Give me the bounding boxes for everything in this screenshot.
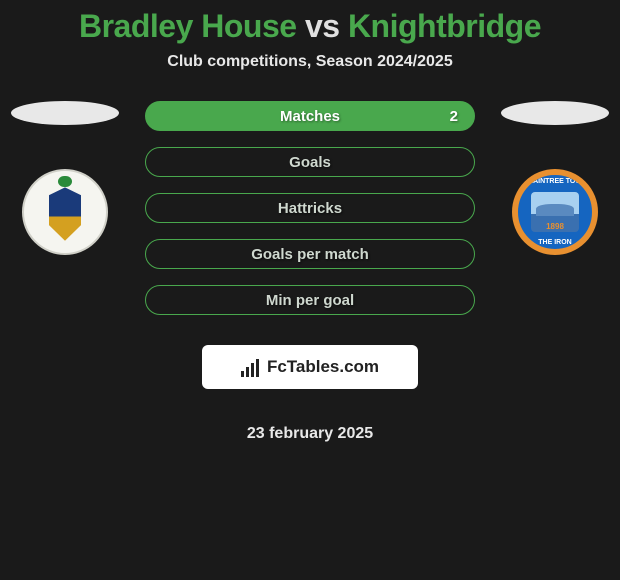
left-club-crest (22, 169, 108, 255)
crest-year: 1898 (518, 222, 592, 231)
stat-row-matches: Matches 2 (145, 101, 475, 131)
player1-name: Bradley House (79, 8, 297, 44)
crest-top-text: BRAINTREE TOWN (518, 178, 592, 185)
bar-chart-icon (241, 357, 261, 377)
stat-value: 2 (450, 108, 458, 125)
crest-bottom-text: THE IRON (518, 239, 592, 246)
stat-label: Goals per match (251, 246, 369, 263)
vs-separator: vs (305, 8, 340, 44)
page-title: Bradley House vs Knightbridge (0, 8, 620, 45)
stat-row-goals: Goals (145, 147, 475, 177)
right-column: BRAINTREE TOWN 1898 THE IRON (500, 101, 610, 255)
date-text: 23 february 2025 (247, 425, 373, 443)
stat-label: Hattricks (278, 200, 342, 217)
brand-name: FcTables.com (267, 357, 379, 377)
stat-label: Goals (289, 154, 331, 171)
stat-row-goals-per-match: Goals per match (145, 239, 475, 269)
stat-row-min-per-goal: Min per goal (145, 285, 475, 315)
main-row: Matches 2 Goals Hattricks Goals per matc… (0, 101, 620, 443)
right-ellipse-placeholder (501, 101, 609, 125)
comparison-card: Bradley House vs Knightbridge Club compe… (0, 0, 620, 443)
right-club-crest: BRAINTREE TOWN 1898 THE IRON (512, 169, 598, 255)
stats-column: Matches 2 Goals Hattricks Goals per matc… (140, 101, 480, 443)
player2-name: Knightbridge (348, 8, 541, 44)
left-ellipse-placeholder (11, 101, 119, 125)
brand-card[interactable]: FcTables.com (202, 345, 418, 389)
stat-row-hattricks: Hattricks (145, 193, 475, 223)
stat-label: Matches (280, 108, 340, 125)
subtitle: Club competitions, Season 2024/2025 (0, 53, 620, 71)
left-column (10, 101, 120, 255)
stat-label: Min per goal (266, 292, 354, 309)
